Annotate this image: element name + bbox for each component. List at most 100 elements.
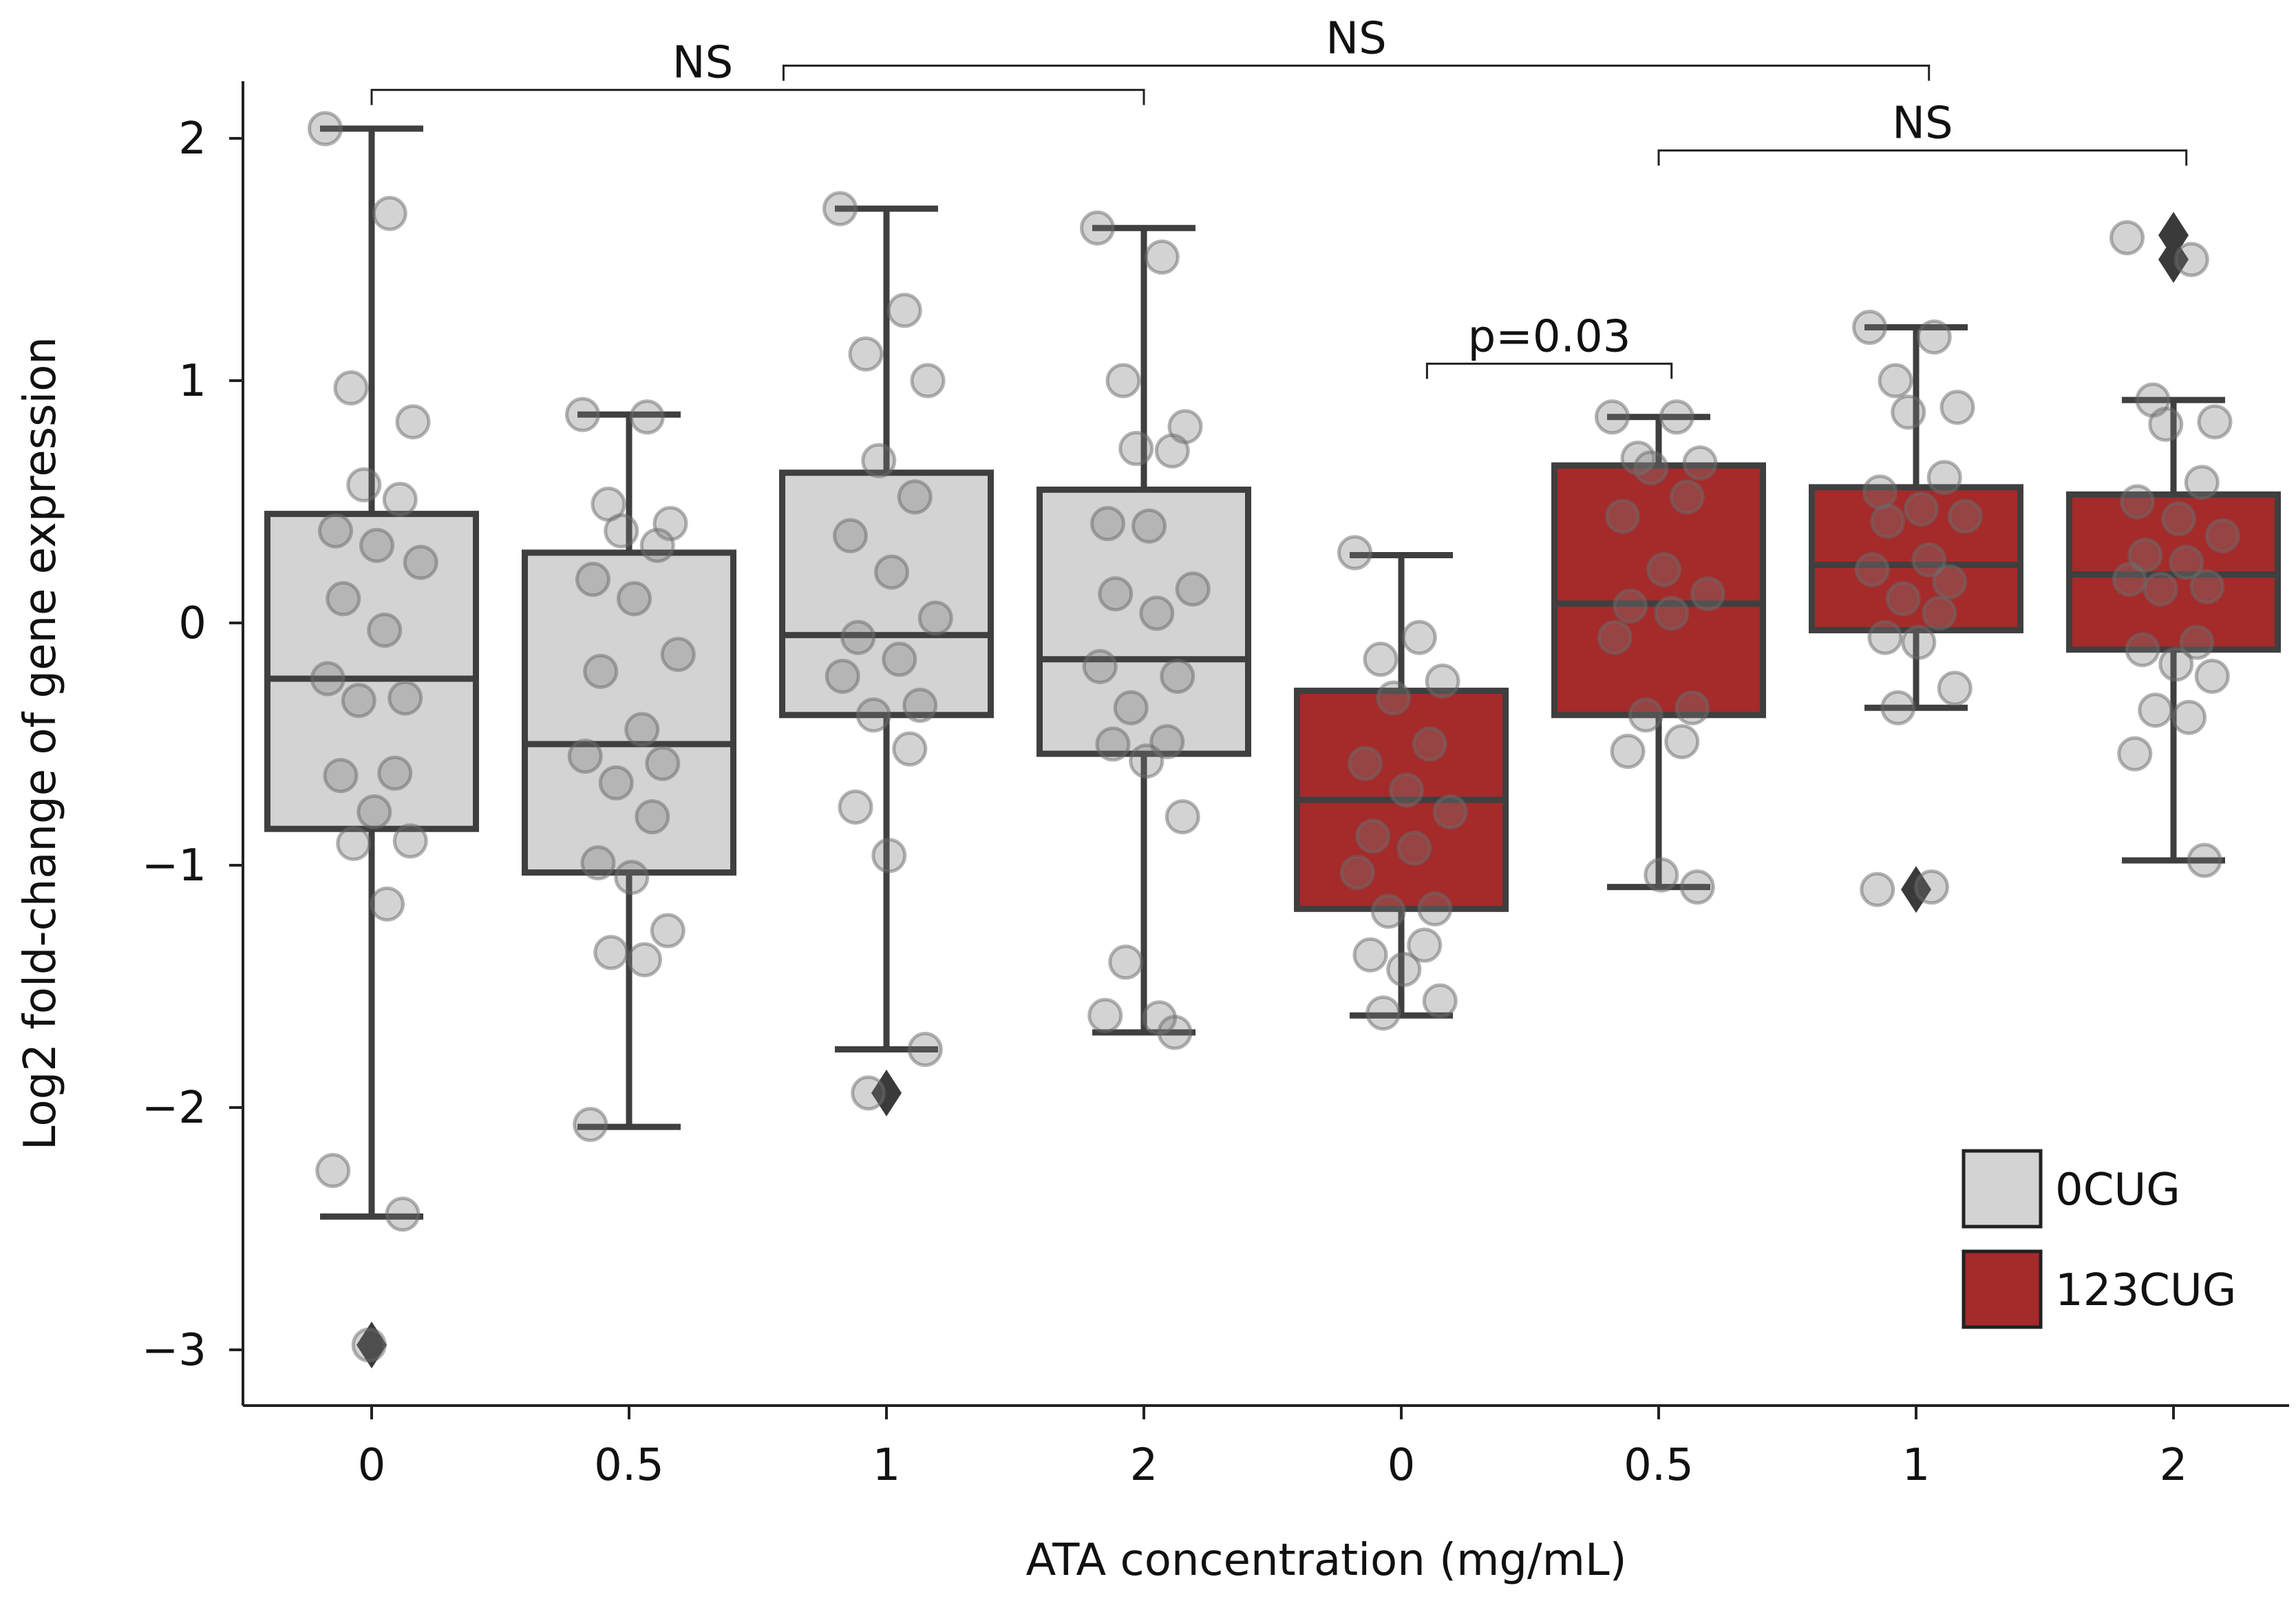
data-point <box>346 467 382 502</box>
data-point <box>1157 1015 1193 1050</box>
data-point <box>359 527 394 563</box>
data-point <box>2184 465 2220 500</box>
data-point <box>2204 518 2240 553</box>
data-point <box>1628 697 1663 733</box>
data-point <box>1422 983 1458 1019</box>
data-point <box>892 731 928 767</box>
data-point <box>2171 699 2207 735</box>
data-point <box>614 860 650 896</box>
data-point <box>1878 363 1913 399</box>
data-point <box>604 513 639 549</box>
data-point <box>2127 537 2163 573</box>
data-point <box>1939 390 1975 425</box>
data-point <box>910 363 946 399</box>
data-point <box>1904 491 1939 527</box>
data-point <box>326 581 361 617</box>
x-tick-label: 1 <box>873 1440 901 1491</box>
data-point <box>336 825 372 861</box>
y-axis-title: Log2 fold-change of gene expression <box>15 337 66 1150</box>
data-point <box>1679 869 1715 905</box>
data-point <box>1901 624 1937 660</box>
data-point <box>1870 503 1906 539</box>
data-point <box>1365 995 1401 1031</box>
data-point <box>1432 794 1468 830</box>
data-point <box>1644 857 1679 893</box>
data-point <box>840 620 876 655</box>
x-tick-label: 0 <box>358 1440 386 1491</box>
box-iqr <box>1551 462 1766 719</box>
data-point <box>1417 891 1453 926</box>
data-point <box>1922 595 1957 631</box>
x-axis-title: ATA concentration (mg/mL) <box>1025 1535 1626 1586</box>
data-point <box>1396 830 1432 866</box>
data-point <box>2173 242 2209 277</box>
data-point <box>387 680 423 716</box>
data-point <box>1129 743 1165 779</box>
data-point <box>1337 535 1372 571</box>
x-tick-label: 2 <box>2160 1440 2188 1491</box>
data-point <box>1916 319 1952 355</box>
data-point <box>635 799 670 835</box>
data-point <box>2138 692 2173 728</box>
data-point <box>1669 479 1705 515</box>
data-point <box>573 1107 608 1143</box>
data-point <box>2112 562 2147 597</box>
data-point <box>629 399 665 435</box>
data-point <box>1860 871 1895 907</box>
data-point <box>567 739 603 774</box>
data-point <box>1389 772 1424 808</box>
axes <box>242 81 2289 1407</box>
data-point <box>2117 736 2153 772</box>
y-tick-label: −2 <box>142 1083 206 1134</box>
data-point <box>1105 363 1141 399</box>
data-point <box>1108 944 1144 980</box>
data-point <box>2158 646 2194 682</box>
data-point <box>1370 893 1406 929</box>
data-point <box>2179 624 2215 660</box>
box-0cug-0 <box>264 125 479 1368</box>
data-point <box>367 613 403 648</box>
data-point <box>308 111 343 147</box>
y-tick-label: 0 <box>178 598 206 649</box>
data-point <box>2161 501 2196 537</box>
significance-bracket: NS <box>370 38 1145 105</box>
data-point <box>2197 404 2233 440</box>
data-point <box>627 942 662 977</box>
data-point <box>1165 799 1200 835</box>
data-point <box>897 479 933 515</box>
data-point <box>1401 620 1437 655</box>
data-point <box>1914 869 1949 905</box>
data-point <box>1407 927 1443 963</box>
data-point <box>617 581 652 617</box>
legend-label-0cug: 0CUG <box>2055 1165 2180 1216</box>
significance-bracket: NS <box>1657 98 2188 166</box>
data-points <box>308 111 2240 1363</box>
legend: 0CUG 123CUG <box>1962 1149 2236 1329</box>
data-point <box>1633 450 1669 486</box>
data-point <box>1425 663 1460 699</box>
data-point <box>1654 595 1690 631</box>
data-point <box>318 513 353 549</box>
data-point <box>2125 632 2160 668</box>
data-point <box>341 683 376 719</box>
box-iqr <box>264 511 479 832</box>
data-point <box>565 396 600 432</box>
data-point <box>624 712 660 748</box>
data-point <box>1613 588 1648 624</box>
data-point <box>1597 620 1633 655</box>
data-point <box>1139 595 1175 631</box>
data-point <box>385 1196 421 1232</box>
data-point <box>1090 506 1125 542</box>
data-point <box>583 653 619 689</box>
data-point <box>848 336 884 372</box>
data-point <box>917 600 953 636</box>
bracket-line <box>370 89 1145 105</box>
data-point <box>886 293 922 328</box>
data-point <box>392 823 428 859</box>
significance-annotations: NS NS NS p=0.03 <box>370 13 2188 379</box>
data-point <box>1659 399 1694 435</box>
data-point <box>1911 542 1947 578</box>
x-tick-label: 0 <box>1388 1440 1416 1491</box>
data-point <box>882 642 917 677</box>
data-point <box>660 637 696 673</box>
